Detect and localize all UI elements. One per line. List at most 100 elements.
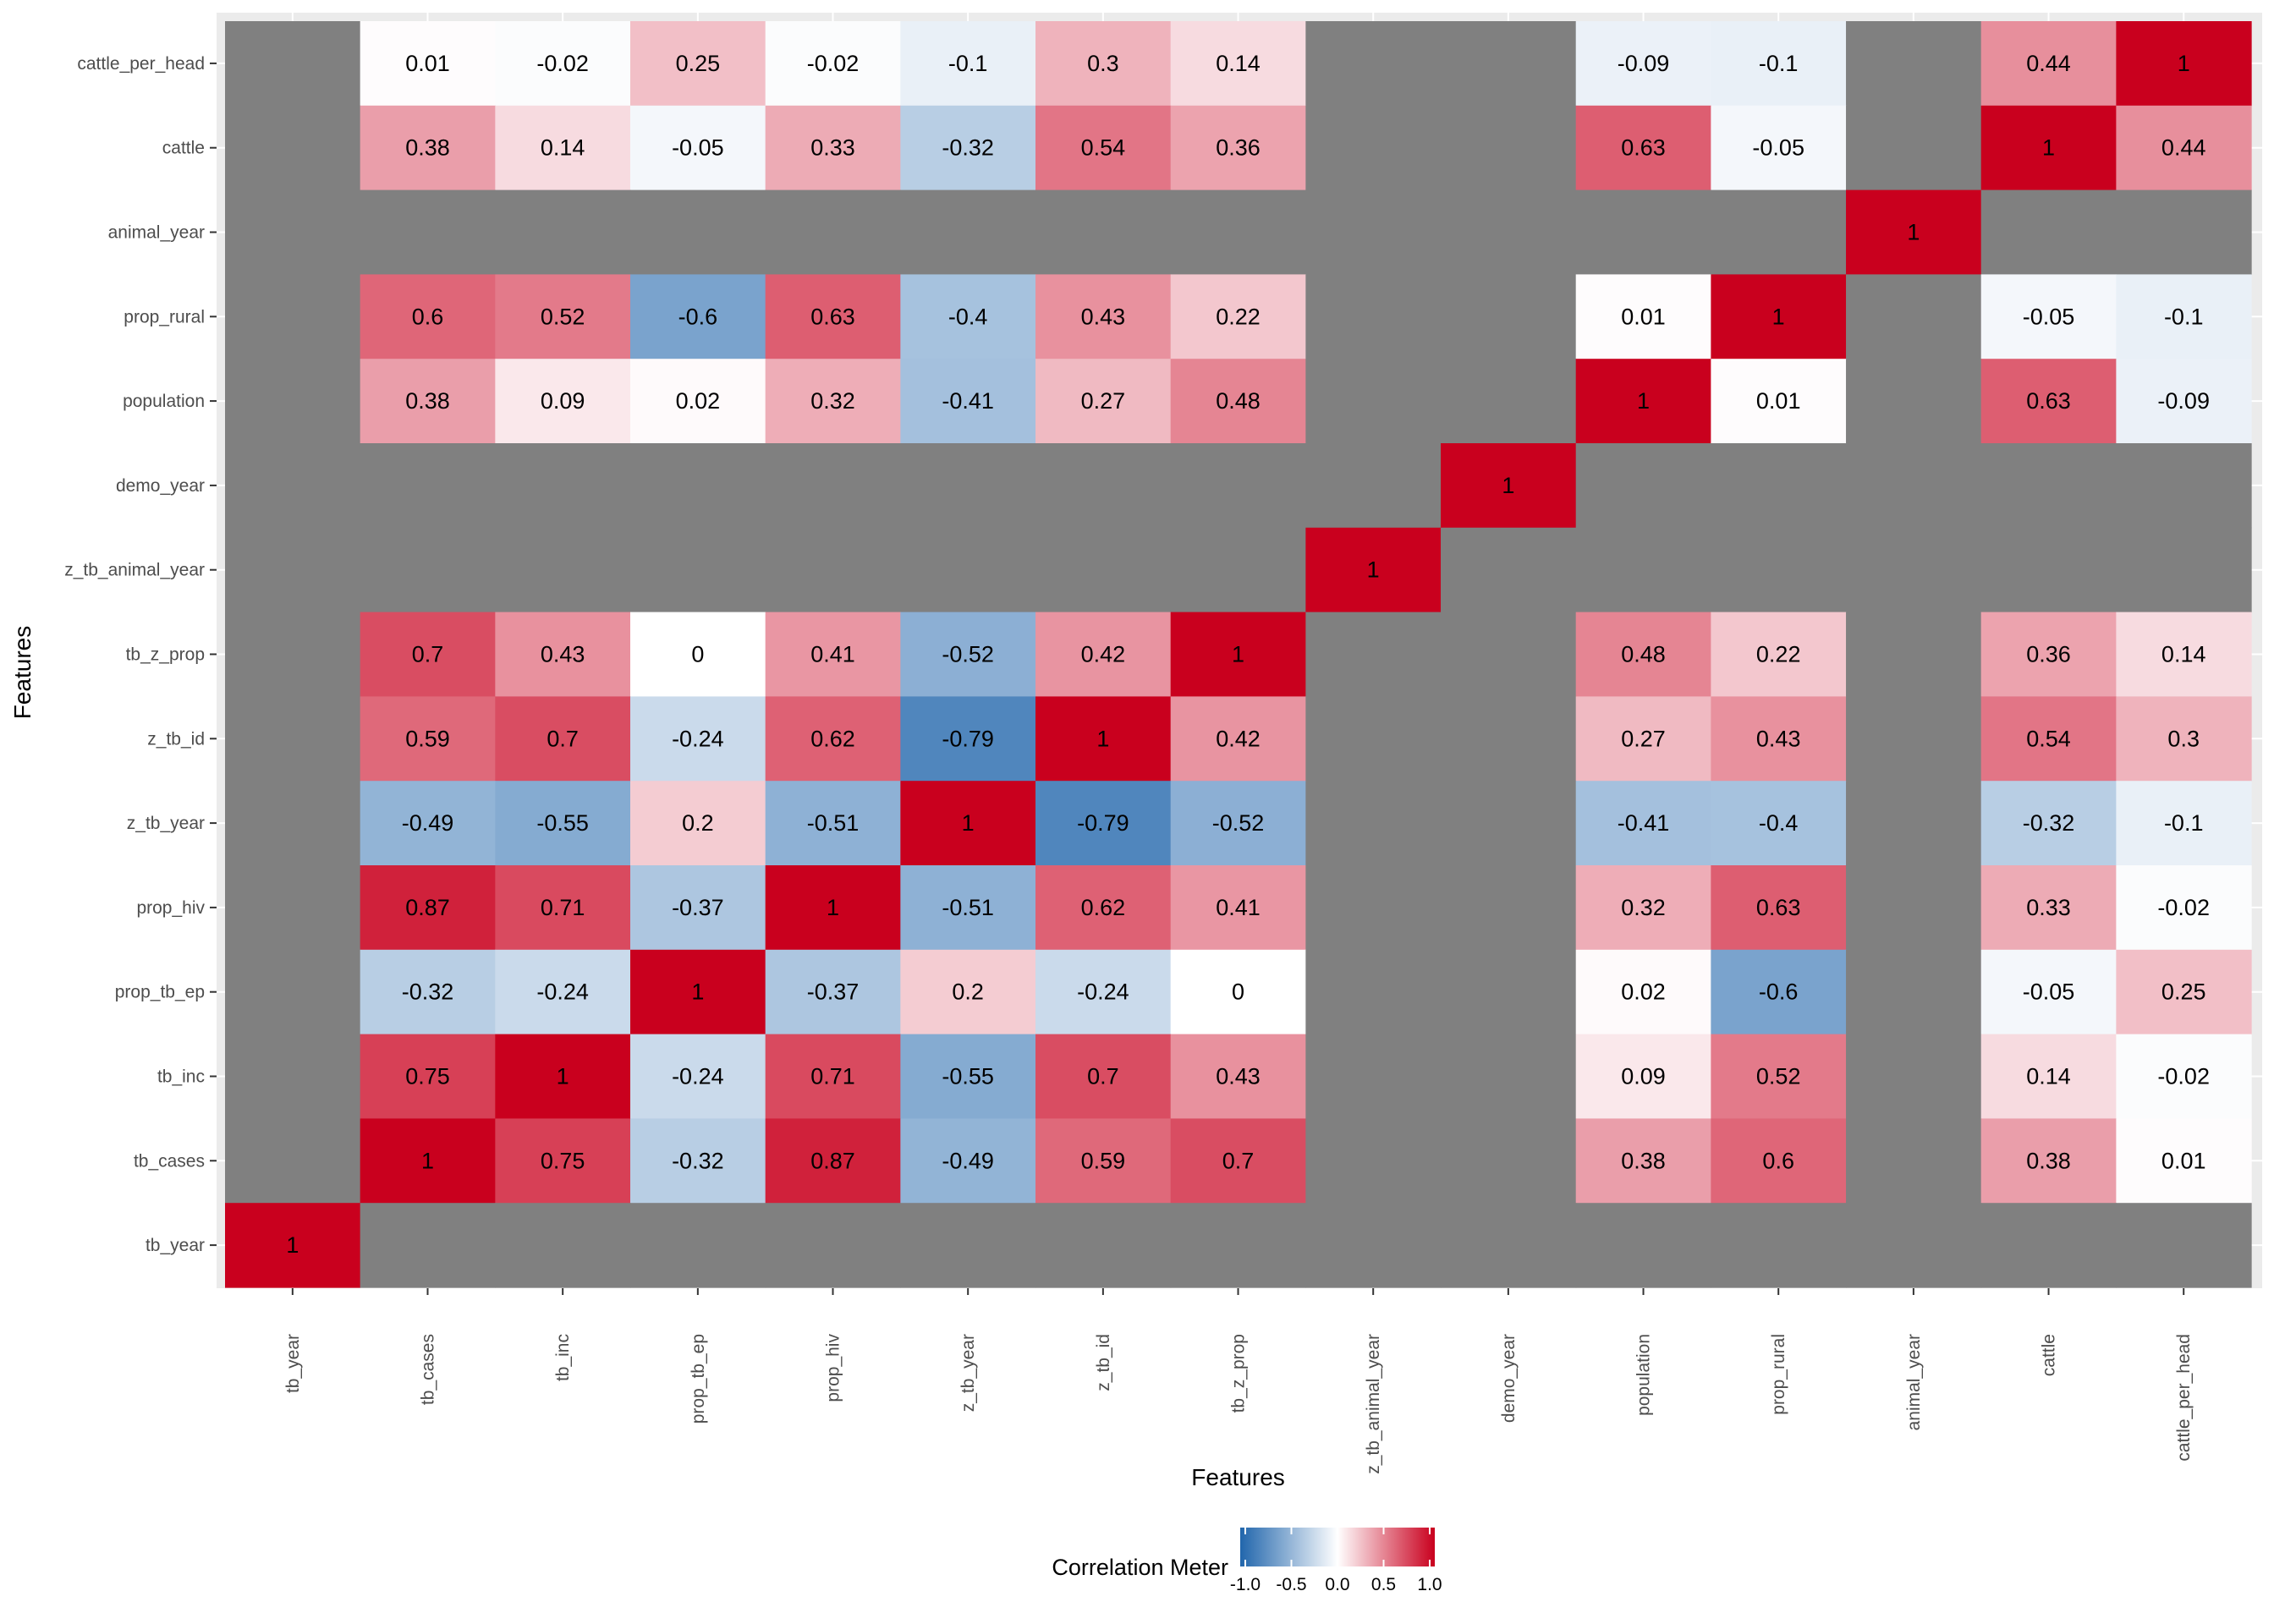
cell-value-label: -0.52 [942, 642, 994, 667]
heatmap-cell [1711, 21, 1847, 107]
cell-value-label: 1 [1232, 642, 1244, 667]
heatmap-cell [225, 21, 361, 107]
heatmap-cell [2116, 189, 2252, 275]
cell-value-label: 0.14 [1216, 51, 1261, 76]
heatmap-cell [1980, 612, 2117, 697]
heatmap-cell [765, 189, 901, 275]
heatmap-cell [1035, 865, 1172, 951]
heatmap-cell [900, 527, 1036, 613]
heatmap-cell [360, 359, 496, 444]
cell-value-label: 0.43 [1081, 304, 1126, 329]
heatmap-cell [495, 443, 631, 529]
cell-value-label: 0.41 [1216, 895, 1261, 920]
cell-value-label: 0.43 [1756, 726, 1801, 751]
heatmap-cell [1035, 105, 1172, 191]
heatmap-cell [225, 696, 361, 782]
cell-value-label: 0.25 [2161, 979, 2206, 1005]
heatmap-cell [360, 1203, 496, 1288]
cell-value-label: 0.43 [541, 642, 585, 667]
heatmap-cell [1170, 1034, 1306, 1119]
heatmap-cell [1441, 696, 1577, 782]
cell-value-label: -0.02 [2157, 895, 2210, 920]
x-tick-label: z_tb_year [958, 1334, 978, 1412]
heatmap-cell [495, 105, 631, 191]
cell-value-label: -0.09 [1618, 51, 1670, 76]
heatmap-cell [900, 1118, 1036, 1204]
heatmap-cell [1035, 443, 1172, 529]
heatmap-cell [630, 612, 766, 697]
cell-value-label: -0.24 [1077, 979, 1129, 1005]
heatmap-cell [225, 1203, 361, 1288]
heatmap-cell [225, 443, 361, 529]
cell-value-label: 0.7 [1087, 1064, 1119, 1089]
cell-value-label: 0.42 [1216, 726, 1261, 751]
heatmap-cell [1441, 949, 1577, 1035]
heatmap-cell [2116, 949, 2252, 1035]
y-tick-label: tb_z_prop [126, 645, 205, 665]
heatmap-cell [1980, 781, 2117, 866]
cell-value-label: 0.87 [810, 1148, 855, 1173]
cell-value-label: 0.63 [1756, 895, 1801, 920]
cell-value-label: 0.44 [2026, 51, 2071, 76]
heatmap-cell [495, 949, 631, 1035]
heatmap-cell [1980, 189, 2117, 275]
heatmap-cell [1711, 105, 1847, 191]
cell-value-label: -0.4 [948, 304, 988, 329]
heatmap-cell [360, 274, 496, 359]
cell-value-label: -0.55 [536, 810, 589, 836]
heatmap-cell [1170, 443, 1306, 529]
heatmap-cell [2116, 274, 2252, 359]
x-tick-label: tb_inc [553, 1334, 573, 1381]
cell-value-label: 0.7 [412, 642, 444, 667]
cell-value-label: 0.14 [2161, 642, 2206, 667]
cell-value-label: 0.41 [810, 642, 855, 667]
heatmap-cell [630, 949, 766, 1035]
cell-value-label: 0.52 [1756, 1064, 1801, 1089]
heatmap-cell [225, 189, 361, 275]
cell-value-label: 1 [557, 1064, 569, 1089]
heatmap-cell [360, 105, 496, 191]
heatmap-cell [900, 105, 1036, 191]
y-tick-label: z_tb_animal_year [64, 561, 205, 580]
x-tick-label: z_tb_animal_year [1364, 1334, 1383, 1474]
legend-title: Correlation Meter [1052, 1555, 1228, 1580]
heatmap-cell [1980, 443, 2117, 529]
cell-value-label: 0.2 [682, 810, 714, 836]
cell-value-label: 0.63 [810, 304, 855, 329]
cell-value-label: 1 [962, 810, 975, 836]
cell-value-label: 0.22 [1216, 304, 1261, 329]
heatmap-cell [1711, 1034, 1847, 1119]
cell-value-label: 0.22 [1756, 642, 1801, 667]
heatmap-cell [1980, 949, 2117, 1035]
heatmap-cell [900, 21, 1036, 107]
y-tick-label: prop_hiv [136, 898, 205, 918]
heatmap-cell [1711, 696, 1847, 782]
heatmap-cell [765, 105, 901, 191]
heatmap-cell [900, 443, 1036, 529]
y-tick-label: tb_inc [157, 1067, 205, 1087]
heatmap-cell [765, 527, 901, 613]
heatmap-cell [1035, 949, 1172, 1035]
heatmap-cell [1846, 781, 1982, 866]
cell-value-label: 0.48 [1621, 642, 1666, 667]
x-tick-label: z_tb_id [1094, 1334, 1113, 1391]
cell-value-label: 0.09 [541, 388, 585, 414]
y-tick-label: prop_tb_ep [115, 983, 205, 1002]
cell-value-label: 0.25 [676, 51, 721, 76]
heatmap-cell [630, 1203, 766, 1288]
cell-value-label: -0.32 [2023, 810, 2075, 836]
heatmap-cell [1575, 1203, 1711, 1288]
legend-tick-label: 0.5 [1371, 1575, 1396, 1594]
heatmap-cell [1846, 443, 1982, 529]
cell-value-label: 1 [1367, 557, 1380, 583]
heatmap-cell [765, 1203, 901, 1288]
cell-value-label: 0.09 [1621, 1064, 1666, 1089]
heatmap-cell [1441, 1034, 1577, 1119]
heatmap-cell [1035, 359, 1172, 444]
heatmap-cell [1980, 1118, 2117, 1204]
heatmap-cell [1846, 527, 1982, 613]
heatmap-cell [225, 612, 361, 697]
heatmap-cell [2116, 1034, 2252, 1119]
x-tick-label: tb_year [283, 1334, 303, 1393]
cell-value-label: 0.01 [1621, 304, 1666, 329]
